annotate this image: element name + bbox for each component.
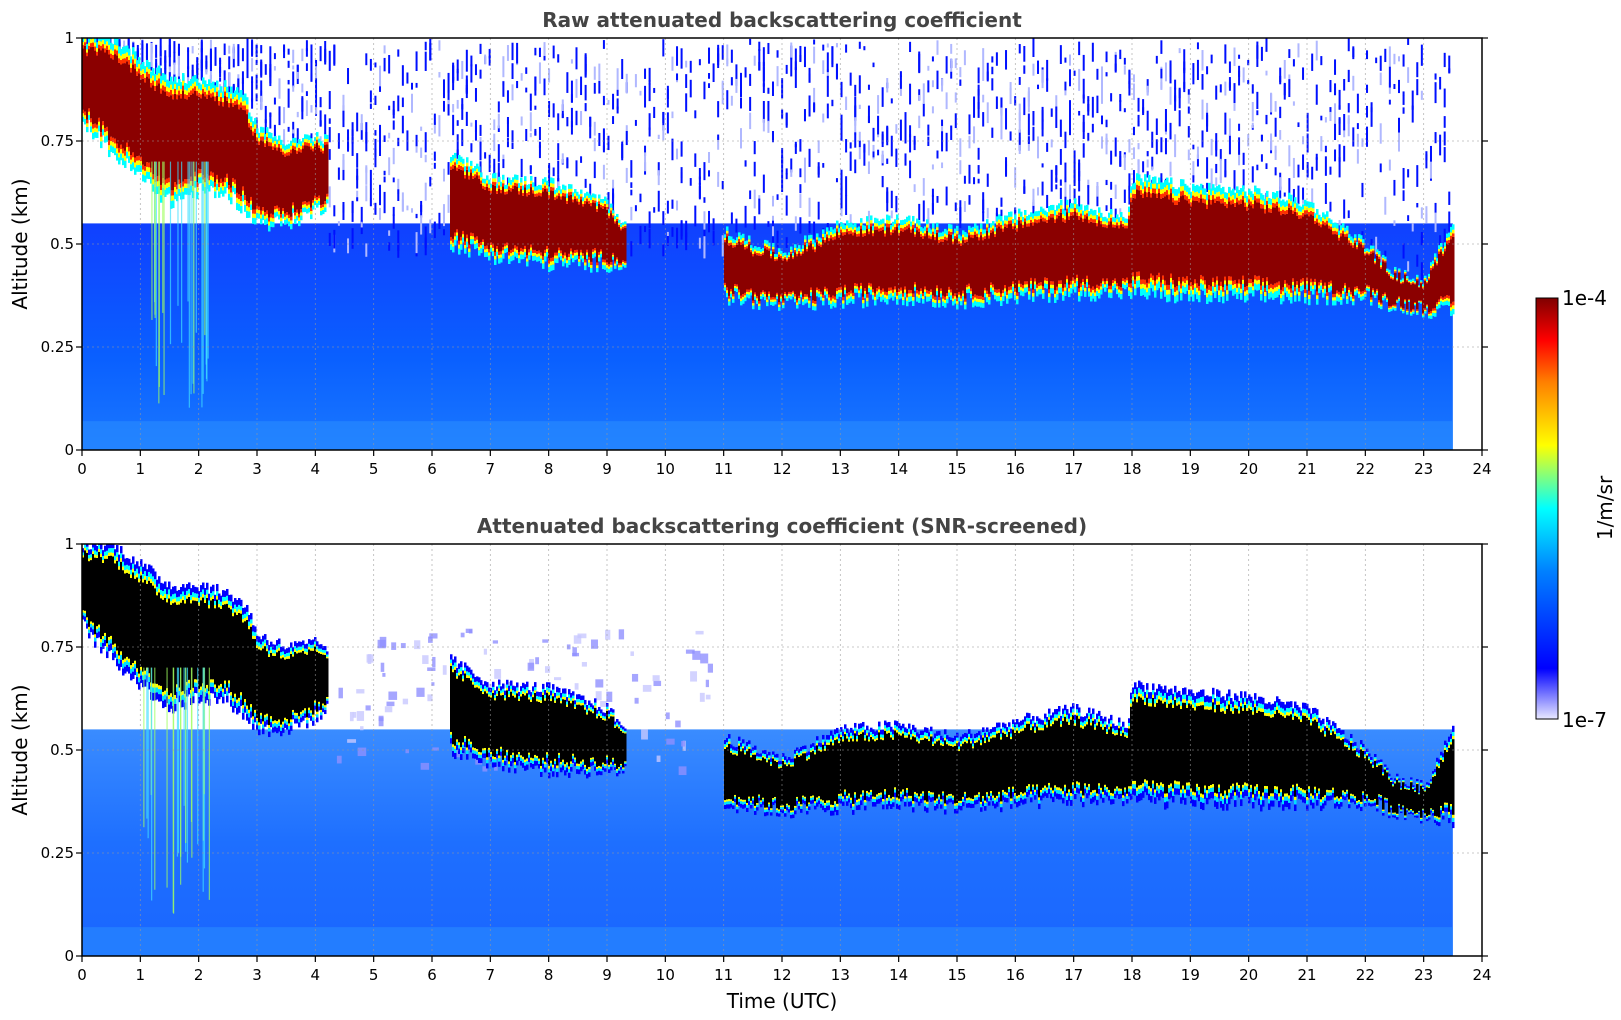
x-tick-label: 21 [1297, 460, 1316, 478]
chart-title-screened: Attenuated backscattering coefficient (S… [477, 514, 1087, 538]
y-axis-label-screened: Altitude (km) [8, 684, 32, 815]
x-tick-label: 5 [369, 460, 379, 478]
x-tick-label: 7 [486, 966, 496, 984]
colorbar: 1e-4 1e-7 1/m/sr [1535, 286, 1617, 732]
y-tick-label: 0.25 [41, 844, 74, 862]
fall-streaks-raw [151, 161, 209, 408]
x-tick-label: 2 [194, 460, 204, 478]
x-tick-label: 8 [544, 966, 554, 984]
x-tick-label: 6 [427, 966, 437, 984]
surface-layer-screened [82, 927, 1453, 956]
x-tick-label: 1 [136, 966, 146, 984]
x-tick-label: 24 [1472, 966, 1491, 984]
x-tick-label: 9 [602, 460, 612, 478]
cloud-layer-raw [82, 38, 1455, 319]
y-tick-label: 0.25 [41, 338, 74, 356]
x-tick-label: 17 [1064, 460, 1083, 478]
x-tick-label: 22 [1356, 460, 1375, 478]
x-tick-label: 3 [252, 460, 262, 478]
x-tick-label: 21 [1297, 966, 1316, 984]
y-tick-label: 0.5 [50, 741, 74, 759]
heatmap-area-raw [82, 38, 1455, 450]
y-tick-label: 0.5 [50, 235, 74, 253]
noise-field-raw [82, 38, 1451, 284]
chart-panel-raw: Raw attenuated backscattering coefficien… [8, 8, 1492, 478]
y-tick-label: 0.75 [41, 132, 74, 150]
x-tick-label: 3 [252, 966, 262, 984]
x-tick-label: 18 [1122, 460, 1141, 478]
x-tick-label: 13 [831, 966, 850, 984]
x-tick-label: 10 [656, 966, 675, 984]
x-tick-label: 7 [486, 460, 496, 478]
x-tick-label: 19 [1181, 460, 1200, 478]
x-tick-label: 18 [1122, 966, 1141, 984]
y-tick-label: 1 [64, 29, 74, 47]
grid-screened [82, 544, 1482, 956]
y-axis-raw: 0 0.25 0.5 0.75 1 [41, 29, 1488, 459]
y-tick-label: 1 [64, 535, 74, 553]
colorbar-max-label: 1e-4 [1562, 286, 1607, 310]
x-tick-label: 20 [1239, 460, 1258, 478]
x-tick-label: 14 [889, 460, 908, 478]
x-tick-label: 0 [77, 460, 87, 478]
x-tick-label: 6 [427, 460, 437, 478]
x-tick-label: 2 [194, 966, 204, 984]
x-tick-label: 12 [772, 966, 791, 984]
x-tick-label: 16 [1006, 966, 1025, 984]
fall-streaks-screened [143, 667, 210, 914]
x-tick-label: 15 [947, 460, 966, 478]
x-tick-label: 19 [1181, 966, 1200, 984]
x-tick-label: 15 [947, 966, 966, 984]
x-tick-label: 5 [369, 966, 379, 984]
x-tick-label: 4 [311, 460, 321, 478]
heatmap-area-screened [82, 544, 1455, 956]
grid-raw [82, 38, 1482, 450]
x-tick-label: 12 [772, 460, 791, 478]
x-tick-label: 8 [544, 460, 554, 478]
x-axis-screened: 0 1 2 3 4 5 6 7 8 9 10 11 12 13 14 15 16 17 18 19 20 21 22 23 24 [77, 956, 1492, 984]
x-tick-label: 14 [889, 966, 908, 984]
x-tick-label: 9 [602, 966, 612, 984]
x-axis-raw: 0 1 2 3 4 5 6 7 8 9 10 11 12 13 14 15 16 17 18 19 20 21 22 23 24 [77, 450, 1492, 478]
chart-panel-screened: Attenuated backscattering coefficient (S… [8, 514, 1492, 1013]
y-axis-screened: 0 0.25 0.5 0.75 1 [41, 535, 1488, 965]
x-tick-label: 22 [1356, 966, 1375, 984]
y-tick-label: 0.75 [41, 638, 74, 656]
surface-layer-raw [82, 421, 1453, 450]
x-tick-label: 11 [714, 966, 733, 984]
colorbar-unit-label: 1/m/sr [1593, 475, 1617, 540]
colorbar-min-label: 1e-7 [1562, 708, 1607, 732]
x-tick-label: 16 [1006, 460, 1025, 478]
x-tick-label: 23 [1414, 460, 1433, 478]
x-tick-label: 13 [831, 460, 850, 478]
x-tick-label: 10 [656, 460, 675, 478]
y-axis-label-raw: Altitude (km) [8, 178, 32, 309]
y-tick-label: 0 [64, 441, 74, 459]
x-tick-label: 20 [1239, 966, 1258, 984]
x-tick-label: 17 [1064, 966, 1083, 984]
x-tick-label: 24 [1472, 460, 1491, 478]
colorbar-scale [1535, 297, 1559, 720]
x-axis-label-time: Time (UTC) [726, 989, 838, 1013]
x-tick-label: 23 [1414, 966, 1433, 984]
x-tick-label: 0 [77, 966, 87, 984]
x-tick-label: 11 [714, 460, 733, 478]
chart-title-raw: Raw attenuated backscattering coefficien… [542, 8, 1022, 32]
x-tick-label: 1 [136, 460, 146, 478]
y-tick-label: 0 [64, 947, 74, 965]
x-tick-label: 4 [311, 966, 321, 984]
